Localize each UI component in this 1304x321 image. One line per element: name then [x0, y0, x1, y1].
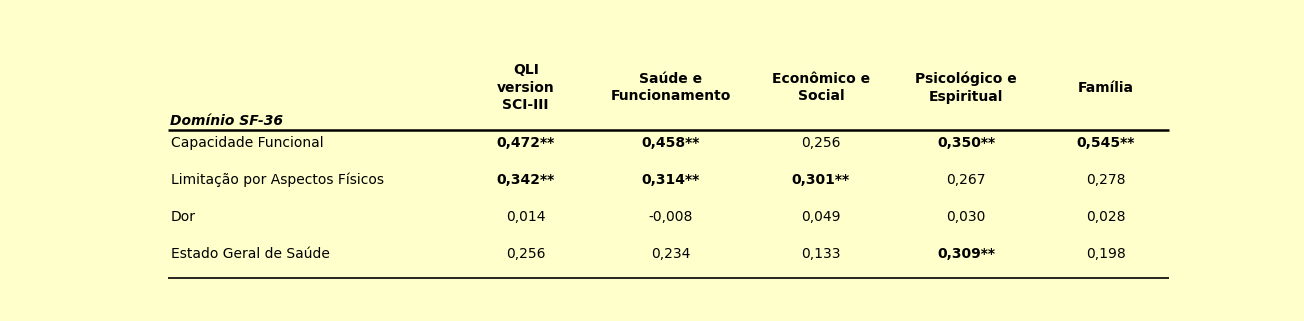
- Text: 0,458**: 0,458**: [642, 135, 700, 150]
- Text: Saúde e
Funcionamento: Saúde e Funcionamento: [610, 72, 732, 103]
- Text: Capacidade Funcional: Capacidade Funcional: [171, 135, 323, 150]
- Text: 0,234: 0,234: [651, 247, 691, 261]
- Text: 0,014: 0,014: [506, 210, 545, 224]
- Text: 0,545**: 0,545**: [1077, 135, 1136, 150]
- Text: 0,049: 0,049: [801, 210, 841, 224]
- Text: 0,342**: 0,342**: [497, 173, 556, 187]
- Text: 0,301**: 0,301**: [792, 173, 850, 187]
- Text: Família: Família: [1078, 81, 1134, 95]
- Text: 0,256: 0,256: [801, 135, 841, 150]
- Text: 0,314**: 0,314**: [642, 173, 700, 187]
- Text: 0,350**: 0,350**: [936, 135, 995, 150]
- Text: 0,030: 0,030: [947, 210, 986, 224]
- Text: 0,028: 0,028: [1086, 210, 1125, 224]
- Text: 0,309**: 0,309**: [938, 247, 995, 261]
- Text: Limitação por Aspectos Físicos: Limitação por Aspectos Físicos: [171, 172, 385, 187]
- Text: Econômico e
Social: Econômico e Social: [772, 72, 870, 103]
- Text: 0,198: 0,198: [1086, 247, 1125, 261]
- Text: QLI
version
SCI-III: QLI version SCI-III: [497, 64, 554, 112]
- Text: Psicológico e
Espiritual: Psicológico e Espiritual: [915, 72, 1017, 104]
- Text: Domínio SF-36: Domínio SF-36: [170, 114, 283, 128]
- Text: 0,256: 0,256: [506, 247, 545, 261]
- Text: 0,472**: 0,472**: [497, 135, 556, 150]
- Text: Dor: Dor: [171, 210, 196, 224]
- Text: 0,278: 0,278: [1086, 173, 1125, 187]
- Text: 0,267: 0,267: [947, 173, 986, 187]
- Text: Estado Geral de Saúde: Estado Geral de Saúde: [171, 247, 330, 261]
- Text: -0,008: -0,008: [648, 210, 692, 224]
- Text: 0,133: 0,133: [801, 247, 841, 261]
